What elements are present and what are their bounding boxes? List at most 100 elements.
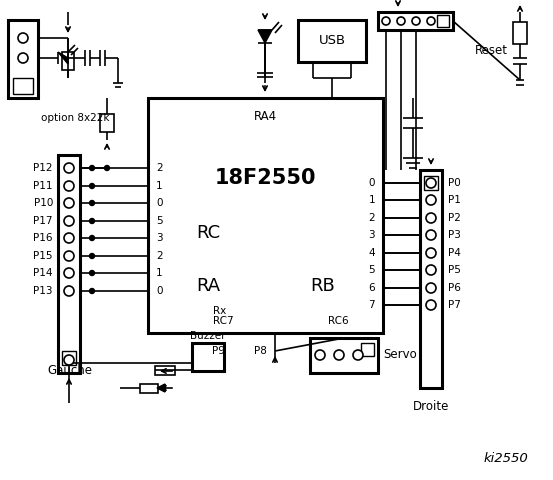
Text: USB: USB [319,35,346,48]
Circle shape [18,53,28,63]
Circle shape [64,251,74,261]
Bar [192,343,224,371]
Text: RC: RC [196,224,220,242]
Bar [155,366,175,375]
Circle shape [90,201,95,205]
Polygon shape [258,30,272,43]
Bar [298,20,366,62]
Circle shape [426,195,436,205]
Circle shape [64,233,74,243]
Circle shape [18,33,28,43]
Text: Rx: Rx [213,306,226,316]
Text: RC6: RC6 [328,316,348,326]
Text: Servo: Servo [383,348,417,361]
Text: RC7: RC7 [213,316,233,326]
Text: 1: 1 [368,195,375,205]
Text: 1: 1 [156,181,163,191]
Polygon shape [157,384,165,392]
Text: P11: P11 [34,181,53,191]
Text: P15: P15 [34,251,53,261]
Text: Reset: Reset [475,44,508,57]
Text: 18F2550: 18F2550 [214,168,316,188]
Text: 3: 3 [368,230,375,240]
Text: P14: P14 [34,268,53,278]
Circle shape [64,198,74,208]
Text: P17: P17 [34,216,53,226]
Circle shape [412,17,420,25]
Text: ki2550: ki2550 [483,452,528,465]
Circle shape [426,230,436,240]
Circle shape [426,300,436,310]
Circle shape [397,17,405,25]
Text: 0: 0 [156,286,163,296]
Polygon shape [58,52,68,64]
Text: 5: 5 [368,265,375,275]
Bar [424,176,438,190]
Circle shape [353,350,363,360]
Circle shape [427,17,435,25]
Bar [378,12,453,30]
Text: P2: P2 [448,213,461,223]
Text: RB: RB [310,277,335,295]
Bar [437,15,449,27]
Text: RA4: RA4 [253,109,276,122]
Bar [310,338,378,373]
Text: P7: P7 [448,300,461,310]
Text: Droite: Droite [413,399,449,412]
Text: 0: 0 [368,178,375,188]
Bar [140,384,158,393]
Bar [62,351,76,365]
Text: 1: 1 [156,268,163,278]
Text: P1: P1 [448,195,461,205]
Text: P8: P8 [254,346,267,356]
Text: 2: 2 [368,213,375,223]
Circle shape [426,178,436,188]
Text: P3: P3 [448,230,461,240]
Circle shape [90,218,95,224]
Text: Buzzer: Buzzer [190,331,226,341]
Text: P5: P5 [448,265,461,275]
Bar [8,20,38,98]
Text: 5: 5 [156,216,163,226]
Text: P0: P0 [448,178,461,188]
Text: 2: 2 [156,251,163,261]
Text: option 8x22k: option 8x22k [41,113,109,123]
Circle shape [64,181,74,191]
Text: 6: 6 [368,283,375,293]
Text: P6: P6 [448,283,461,293]
Circle shape [64,216,74,226]
Bar [100,114,114,132]
Circle shape [90,253,95,259]
Circle shape [315,350,325,360]
Text: P4: P4 [448,248,461,258]
Circle shape [90,236,95,240]
Circle shape [90,183,95,189]
Circle shape [64,355,74,365]
Text: P10: P10 [34,198,53,208]
Circle shape [426,248,436,258]
Circle shape [382,17,390,25]
Circle shape [426,265,436,275]
Text: P13: P13 [34,286,53,296]
Text: Gauche: Gauche [48,364,92,377]
Text: 0: 0 [156,198,163,208]
Text: P9: P9 [212,346,225,356]
Circle shape [426,213,436,223]
Text: P12: P12 [34,163,53,173]
Text: RA: RA [196,277,220,295]
Text: 3: 3 [156,233,163,243]
Circle shape [64,268,74,278]
Text: P16: P16 [34,233,53,243]
Bar [62,52,74,70]
Bar [513,22,527,44]
Bar [420,170,442,388]
Bar [148,98,383,333]
Circle shape [90,288,95,293]
Circle shape [64,163,74,173]
Bar [58,155,80,373]
Circle shape [105,166,109,170]
Text: 2: 2 [156,163,163,173]
Bar [361,343,374,356]
Circle shape [334,350,344,360]
Circle shape [426,283,436,293]
